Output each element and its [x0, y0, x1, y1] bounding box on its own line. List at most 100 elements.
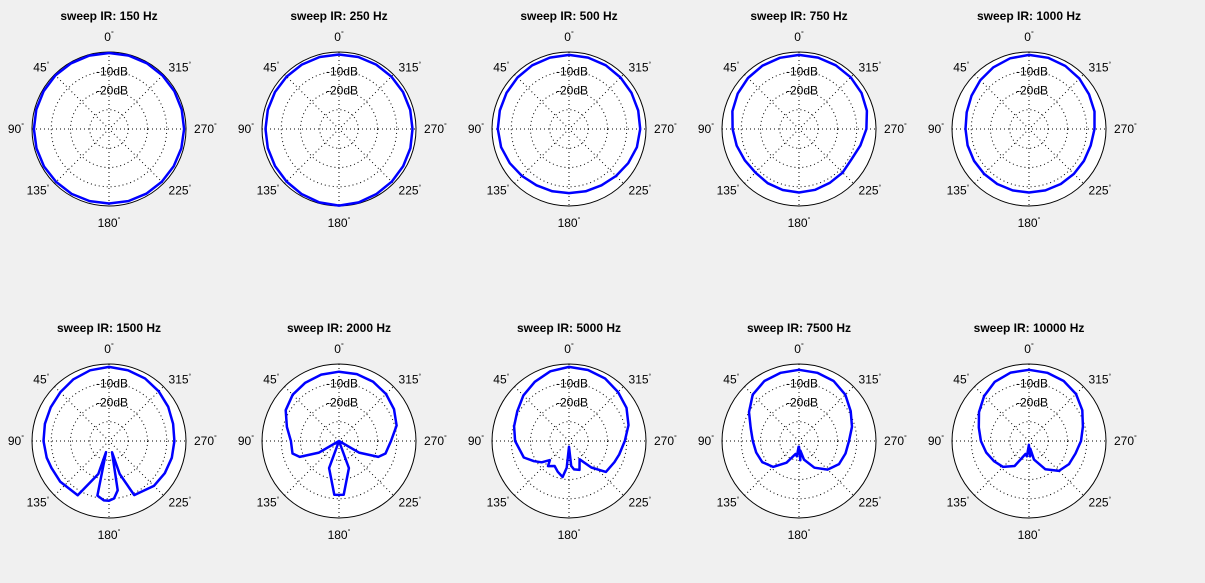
angle-label: 315° — [169, 60, 192, 74]
angle-label: 0° — [1024, 342, 1034, 356]
series-line — [284, 370, 398, 497]
grid-ring — [70, 402, 148, 480]
angle-label: 0° — [104, 30, 114, 44]
grid-spoke — [514, 74, 624, 184]
angle-label: 315° — [859, 60, 882, 74]
angle-label: 90° — [238, 122, 254, 136]
polar-plot: -10dB -20dB 0° 45° 90° 135° 180° 225° 270° 315° sw… — [928, 321, 1137, 542]
angle-label: 315° — [169, 372, 192, 386]
ring-label: -10dB — [96, 64, 128, 78]
angle-label: 315° — [629, 60, 652, 74]
polar-plot: -10dB -20dB 0° 45° 90° 135° 180° 225° 270° 315° sw… — [468, 321, 677, 542]
angle-label: 135° — [27, 496, 50, 510]
ring-label: -20dB — [556, 84, 588, 98]
ring-label: -20dB — [556, 396, 588, 410]
angle-label: 270° — [194, 122, 217, 136]
grid-ring — [300, 90, 378, 168]
angle-label: 0° — [564, 30, 574, 44]
angle-label: 45° — [263, 372, 279, 386]
grid-ring — [990, 90, 1068, 168]
ring-label: -20dB — [1016, 396, 1048, 410]
ring-label: -10dB — [1016, 64, 1048, 78]
plot-title: sweep IR: 7500 Hz — [747, 321, 851, 335]
plot-title: sweep IR: 1500 Hz — [57, 321, 161, 335]
ring-label: -20dB — [326, 396, 358, 410]
angle-label: 135° — [257, 496, 280, 510]
angle-label: 225° — [1089, 184, 1112, 198]
angle-label: 270° — [1114, 434, 1137, 448]
angle-label: 135° — [27, 184, 50, 198]
angle-label: 270° — [424, 434, 447, 448]
polar-plot: -10dB -20dB 0° 45° 90° 135° 180° 225° 270° 315° sw… — [8, 321, 217, 542]
grid-ring — [280, 70, 398, 188]
angle-label: 315° — [399, 372, 422, 386]
angle-label: 180° — [1018, 216, 1041, 230]
angle-label: 0° — [334, 30, 344, 44]
grid-ring — [990, 402, 1068, 480]
ring-label: -10dB — [326, 64, 358, 78]
angle-label: 0° — [334, 342, 344, 356]
plot-title: sweep IR: 500 Hz — [520, 9, 617, 23]
angle-label: 270° — [654, 122, 677, 136]
series-line — [977, 368, 1085, 473]
plot-title: sweep IR: 5000 Hz — [517, 321, 621, 335]
axes-outline — [491, 51, 647, 207]
angle-label: 45° — [723, 60, 739, 74]
angle-label: 180° — [328, 528, 351, 542]
ring-label: -10dB — [96, 376, 128, 390]
plot-title: sweep IR: 150 Hz — [60, 9, 157, 23]
angle-label: 45° — [493, 372, 509, 386]
series-line — [264, 53, 414, 207]
ring-label: -20dB — [96, 84, 128, 98]
angle-label: 270° — [1114, 122, 1137, 136]
angle-label: 225° — [629, 184, 652, 198]
angle-label: 180° — [558, 216, 581, 230]
axes-outline — [951, 363, 1107, 519]
angle-label: 90° — [8, 122, 24, 136]
angle-label: 45° — [33, 60, 49, 74]
angle-label: 225° — [859, 496, 882, 510]
plot-title: sweep IR: 750 Hz — [750, 9, 847, 23]
angle-label: 135° — [487, 184, 510, 198]
angle-label: 45° — [953, 60, 969, 74]
grid-spoke — [744, 386, 854, 496]
angle-label: 0° — [104, 342, 114, 356]
angle-label: 225° — [169, 496, 192, 510]
angle-label: 0° — [794, 30, 804, 44]
series-line — [512, 365, 630, 479]
grid-spoke — [54, 74, 164, 184]
angle-label: 90° — [238, 434, 254, 448]
angle-label: 270° — [654, 434, 677, 448]
series-line — [731, 53, 869, 194]
grid-spoke — [514, 386, 624, 496]
angle-label: 270° — [194, 434, 217, 448]
polar-plot: -10dB -20dB 0° 45° 90° 135° 180° 225° 270° 315° sw… — [698, 321, 907, 542]
axes-outline — [31, 363, 187, 519]
ring-label: -20dB — [1016, 84, 1048, 98]
angle-label: 90° — [468, 122, 484, 136]
angle-label: 315° — [1089, 372, 1112, 386]
angle-label: 270° — [424, 122, 447, 136]
polar-plot: -10dB -20dB 0° 45° 90° 135° 180° 225° 270° 315° sw… — [238, 9, 447, 230]
angle-label: 90° — [928, 122, 944, 136]
angle-label: 315° — [1089, 60, 1112, 74]
angle-label: 45° — [953, 372, 969, 386]
grid-ring — [70, 90, 148, 168]
grid-spoke — [974, 74, 1084, 184]
angle-label: 225° — [859, 184, 882, 198]
grid-ring — [50, 382, 168, 500]
angle-label: 225° — [399, 496, 422, 510]
ring-label: -10dB — [1016, 376, 1048, 390]
angle-label: 0° — [564, 342, 574, 356]
ring-label: -10dB — [556, 376, 588, 390]
grid-ring — [530, 402, 608, 480]
angle-label: 315° — [399, 60, 422, 74]
angle-label: 180° — [558, 528, 581, 542]
angle-label: 180° — [328, 216, 351, 230]
angle-label: 135° — [257, 184, 280, 198]
angle-label: 225° — [1089, 496, 1112, 510]
angle-label: 0° — [794, 342, 804, 356]
angle-label: 180° — [1018, 528, 1041, 542]
axes-outline — [261, 363, 417, 519]
